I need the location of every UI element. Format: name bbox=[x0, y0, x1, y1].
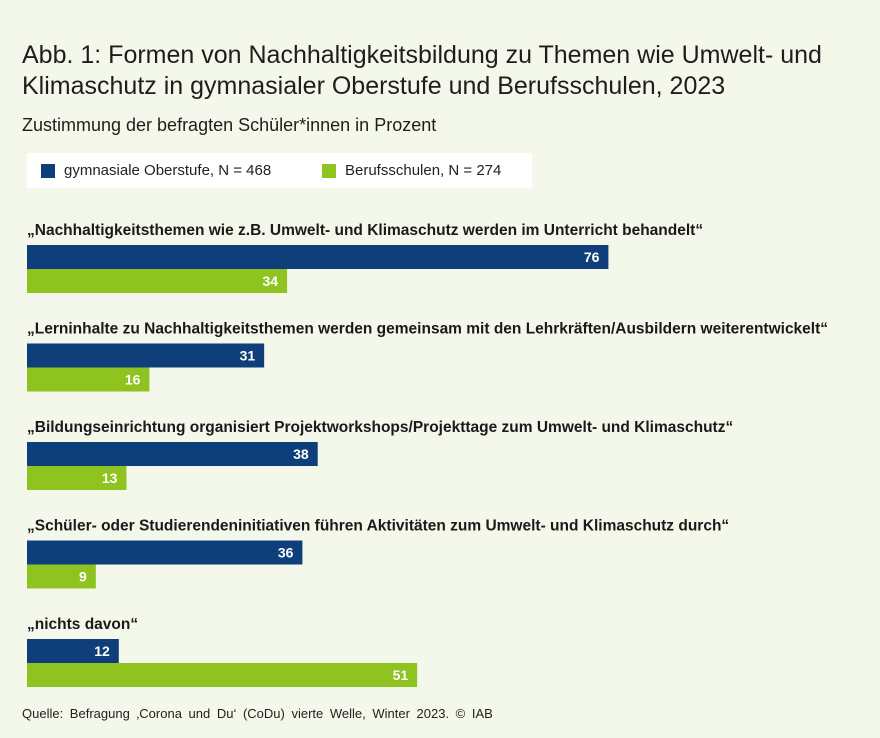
bar-gymnasiale-oberstufe-3 bbox=[27, 442, 318, 466]
value-label-berufsschulen-2: 16 bbox=[125, 372, 141, 388]
bar-gymnasiale-oberstufe-1 bbox=[27, 245, 609, 269]
category-label-4: „Schüler- oder Studierendeninitiativen f… bbox=[27, 518, 729, 535]
value-label-gymnasiale-oberstufe-3: 38 bbox=[293, 446, 309, 462]
value-label-berufsschulen-4: 9 bbox=[79, 569, 87, 585]
category-label-2: „Lerninhalte zu Nachhaltigkeitsthemen we… bbox=[27, 321, 828, 338]
bar-gymnasiale-oberstufe-5 bbox=[27, 639, 119, 663]
chart-subtitle: Zustimmung der befragten Schüler*innen i… bbox=[22, 115, 437, 135]
value-label-gymnasiale-oberstufe-1: 76 bbox=[584, 249, 600, 265]
bar-gymnasiale-oberstufe-4 bbox=[27, 540, 303, 565]
value-label-gymnasiale-oberstufe-4: 36 bbox=[278, 545, 294, 561]
bar-berufsschulen-1 bbox=[27, 269, 288, 293]
category-label-3: „Bildungseinrichtung organisiert Projekt… bbox=[27, 419, 733, 436]
legend-swatch-berufsschulen bbox=[322, 164, 336, 178]
bar-berufsschulen-5 bbox=[27, 663, 418, 687]
legend-label-gymnasiale-oberstufe: gymnasiale Oberstufe, N = 468 bbox=[64, 162, 272, 179]
category-label-1: „Nachhaltigkeitsthemen wie z.B. Umwelt- … bbox=[27, 222, 703, 239]
bar-berufsschulen-2 bbox=[27, 367, 150, 392]
bar-berufsschulen-4 bbox=[27, 564, 96, 589]
value-label-berufsschulen-1: 34 bbox=[263, 273, 279, 289]
legend: gymnasiale Oberstufe, N = 468 Berufsschu… bbox=[27, 153, 532, 188]
bar-gymnasiale-oberstufe-2 bbox=[27, 343, 265, 368]
legend-swatch-gymnasiale-oberstufe bbox=[41, 164, 55, 178]
chart-title: Abb. 1: Formen von Nachhaltigkeitsbildun… bbox=[22, 41, 822, 100]
value-label-gymnasiale-oberstufe-5: 12 bbox=[94, 643, 110, 659]
value-label-gymnasiale-oberstufe-2: 31 bbox=[240, 348, 256, 364]
source-note: Quelle: Befragung ‚Corona und Du‘ (CoDu)… bbox=[22, 706, 493, 721]
value-label-berufsschulen-5: 51 bbox=[393, 667, 409, 683]
value-label-berufsschulen-3: 13 bbox=[102, 470, 118, 486]
bar-berufsschulen-3 bbox=[27, 466, 127, 490]
category-label-5: „nichts davon“ bbox=[27, 616, 138, 633]
legend-label-berufsschulen: Berufsschulen, N = 274 bbox=[345, 162, 502, 179]
